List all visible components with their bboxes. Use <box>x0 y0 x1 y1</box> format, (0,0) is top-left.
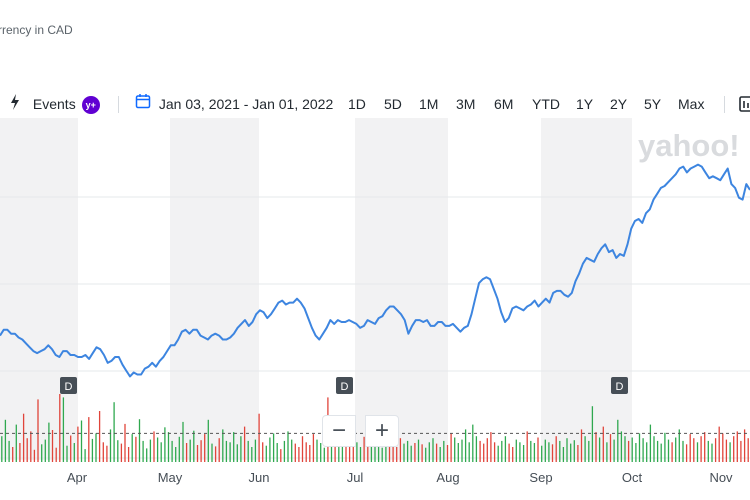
dividend-marker[interactable]: D <box>336 377 353 394</box>
range-1d[interactable]: 1D <box>348 96 366 112</box>
events-label: Events <box>32 96 76 112</box>
x-tick-label: Jul <box>347 470 364 485</box>
month-bands <box>0 118 632 460</box>
chart-type-icon[interactable] <box>739 91 750 117</box>
x-tick-label: Apr <box>67 470 88 485</box>
svg-text:D: D <box>341 381 349 393</box>
range-5d[interactable]: 5D <box>384 96 402 112</box>
zoom-in-button[interactable]: + <box>365 415 399 447</box>
x-tick-label: May <box>158 470 183 485</box>
x-tick-label: Jun <box>249 470 270 485</box>
yahoo-watermark: yahoo! <box>638 128 740 163</box>
x-tick-label: Aug <box>436 470 459 485</box>
dividend-marker[interactable]: D <box>611 377 628 394</box>
month-band <box>541 118 632 460</box>
chart-toolbar: Events y+ Jan 03, 2021 - Jan 01, 2022 1D … <box>0 91 750 117</box>
dividend-marker[interactable]: D <box>60 377 77 394</box>
x-tick-label: Sep <box>529 470 552 485</box>
range-6m[interactable]: 6M <box>494 96 514 112</box>
price-line <box>0 163 750 378</box>
range-1y[interactable]: 1Y <box>576 96 594 112</box>
yahoo-plus-badge-icon: y+ <box>81 96 100 115</box>
range-max[interactable]: Max <box>678 96 705 112</box>
toolbar-divider <box>118 96 119 113</box>
events-button[interactable]: Events y+ <box>10 91 100 117</box>
toolbar-divider <box>724 96 725 113</box>
range-2y[interactable]: 2Y <box>610 96 628 112</box>
date-range-picker[interactable]: Jan 03, 2021 - Jan 01, 2022 <box>135 91 333 117</box>
x-axis-labels: Apr May Jun Jul Aug Sep Oct Nov <box>67 470 733 485</box>
month-band <box>355 118 448 460</box>
minus-icon: − <box>331 417 346 444</box>
range-5y[interactable]: 5Y <box>644 96 662 112</box>
svg-text:D: D <box>616 381 624 393</box>
range-1m[interactable]: 1M <box>419 96 439 112</box>
month-band <box>170 118 259 460</box>
calendar-icon <box>135 91 151 117</box>
date-range-label: Jan 03, 2021 - Jan 01, 2022 <box>158 96 334 112</box>
month-band <box>0 118 78 460</box>
zoom-out-button[interactable]: − <box>322 415 356 447</box>
range-3m[interactable]: 3M <box>456 96 476 112</box>
range-ytd[interactable]: YTD <box>532 96 560 112</box>
svg-text:D: D <box>65 381 73 393</box>
x-tick-label: Oct <box>622 470 643 485</box>
plus-icon: + <box>374 417 389 444</box>
currency-note: rrency in CAD <box>0 23 73 37</box>
lightning-icon <box>10 92 22 118</box>
x-tick-label: Nov <box>709 470 733 485</box>
